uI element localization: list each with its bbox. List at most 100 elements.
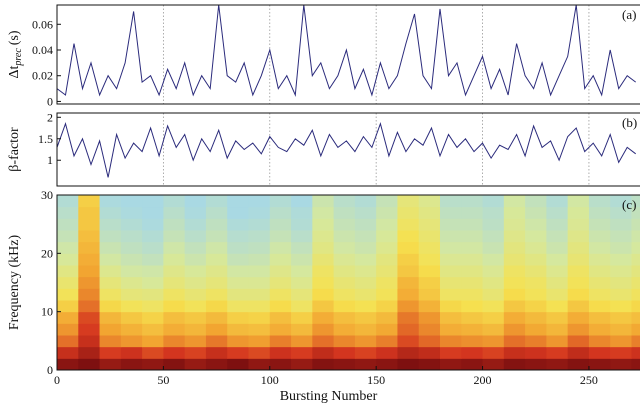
heat-cell	[312, 288, 335, 301]
heat-cell	[546, 230, 569, 243]
heat-cell	[439, 288, 462, 301]
heat-cell	[376, 323, 398, 336]
heat-cell	[163, 265, 186, 278]
heat-cell	[588, 335, 611, 348]
heat-cell	[99, 241, 122, 254]
y-tick-label: 0	[47, 94, 53, 108]
heat-cell	[312, 230, 335, 243]
heat-cell	[418, 195, 441, 208]
heat-cell	[461, 206, 484, 219]
y-label-sub: prec	[13, 48, 24, 67]
heat-cell	[312, 358, 335, 370]
heat-cell	[78, 276, 101, 289]
heat-cell	[248, 206, 271, 219]
heat-cell	[269, 241, 292, 254]
heat-cell	[142, 241, 164, 254]
heat-cell	[269, 218, 292, 231]
heat-cell	[588, 206, 611, 219]
heat-cell	[333, 335, 356, 348]
y-tick-label: 0.04	[32, 43, 53, 57]
heat-cell	[546, 311, 569, 324]
heat-cell	[120, 195, 143, 208]
heat-cell	[461, 288, 484, 301]
heat-cell	[99, 195, 122, 208]
heat-cell	[269, 358, 292, 370]
heat-cell	[78, 265, 101, 278]
heat-cell	[184, 206, 207, 219]
heat-cell	[291, 358, 313, 370]
heat-cell	[142, 206, 164, 219]
heat-cell	[99, 323, 122, 336]
plot-area	[57, 113, 637, 186]
heat-cell	[631, 288, 640, 301]
heat-cell	[269, 300, 292, 313]
heat-cell	[291, 241, 313, 254]
heat-cell	[418, 230, 441, 243]
heat-cell	[546, 288, 569, 301]
heat-cell	[227, 241, 249, 254]
heat-cell	[205, 300, 228, 313]
heat-cell	[567, 230, 590, 243]
heat-cell	[546, 195, 569, 208]
heat-cell	[610, 358, 632, 370]
heat-cell	[354, 288, 377, 301]
heat-cell	[354, 218, 377, 231]
heat-cell	[610, 195, 632, 208]
heat-cell	[291, 288, 313, 301]
y-tick-label: 30	[41, 188, 53, 202]
heat-cell	[397, 265, 420, 278]
heat-cell	[354, 311, 377, 324]
heat-cell	[397, 358, 420, 370]
heat-cell	[333, 265, 356, 278]
heat-cell	[588, 276, 611, 289]
heat-cell	[248, 346, 271, 359]
heat-cell	[184, 335, 207, 348]
heat-cell	[184, 253, 207, 266]
heat-cell	[269, 323, 292, 336]
heat-cell	[142, 288, 164, 301]
heat-cell	[184, 241, 207, 254]
heat-cell	[291, 195, 313, 208]
heat-cell	[163, 253, 186, 266]
heat-cell	[312, 253, 335, 266]
heat-cell	[312, 241, 335, 254]
heat-cell	[99, 358, 122, 370]
heat-cell	[227, 265, 249, 278]
heat-cell	[546, 206, 569, 219]
heat-cell	[333, 323, 356, 336]
heat-cell	[503, 358, 526, 370]
heat-cell	[546, 335, 569, 348]
heat-cell	[163, 300, 186, 313]
heat-cell	[333, 218, 356, 231]
heat-cell	[588, 265, 611, 278]
heat-cell	[78, 346, 101, 359]
heat-cell	[503, 253, 526, 266]
heat-cell	[184, 195, 207, 208]
heat-cell	[291, 323, 313, 336]
heat-cell	[57, 288, 79, 301]
heat-cell	[418, 335, 441, 348]
heat-cell	[354, 265, 377, 278]
heat-cell	[205, 253, 228, 266]
heat-cell	[248, 253, 271, 266]
heat-cell	[567, 265, 590, 278]
heat-cell	[248, 195, 271, 208]
heat-cell	[354, 230, 377, 243]
heat-cell	[248, 241, 271, 254]
heat-cell	[588, 230, 611, 243]
heat-cell	[99, 288, 122, 301]
heat-cell	[291, 218, 313, 231]
heat-cell	[376, 335, 398, 348]
heat-cell	[418, 311, 441, 324]
heat-cell	[461, 358, 484, 370]
heat-cell	[205, 288, 228, 301]
heat-cell	[99, 230, 122, 243]
heat-cell	[99, 346, 122, 359]
heat-cell	[567, 300, 590, 313]
heat-cell	[99, 276, 122, 289]
y-axis-label: Frequency (kHz)	[7, 235, 22, 331]
heat-cell	[312, 276, 335, 289]
heat-cell	[461, 311, 484, 324]
heat-cell	[567, 276, 590, 289]
heat-cell	[588, 323, 611, 336]
